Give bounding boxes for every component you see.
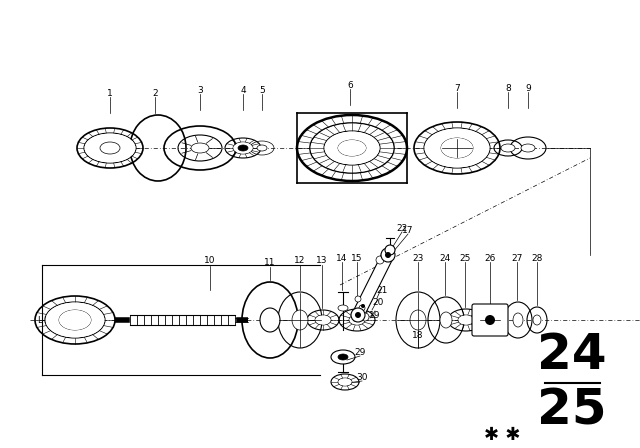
Ellipse shape <box>59 310 91 330</box>
Ellipse shape <box>458 315 474 324</box>
Ellipse shape <box>521 144 535 152</box>
Circle shape <box>355 296 361 302</box>
Circle shape <box>376 256 384 264</box>
Text: 9: 9 <box>525 83 531 92</box>
Circle shape <box>355 312 361 318</box>
Text: 8: 8 <box>505 83 511 92</box>
Text: 3: 3 <box>197 86 203 95</box>
Text: 28: 28 <box>531 254 543 263</box>
Text: 30: 30 <box>356 372 368 382</box>
Ellipse shape <box>45 302 104 337</box>
Text: 27: 27 <box>511 254 523 263</box>
Ellipse shape <box>501 144 515 152</box>
Text: 14: 14 <box>336 254 348 263</box>
Ellipse shape <box>338 354 348 360</box>
Text: 1: 1 <box>107 89 113 98</box>
Circle shape <box>485 315 495 325</box>
Ellipse shape <box>234 142 253 154</box>
Ellipse shape <box>292 310 308 330</box>
Text: 24: 24 <box>537 331 607 379</box>
Circle shape <box>385 252 391 258</box>
Text: ✱ ✱: ✱ ✱ <box>484 426 520 444</box>
Circle shape <box>381 248 395 262</box>
Text: 25: 25 <box>460 254 470 263</box>
Ellipse shape <box>424 129 490 168</box>
Text: 26: 26 <box>484 254 496 263</box>
Text: 2: 2 <box>152 89 158 98</box>
Text: 29: 29 <box>355 348 365 357</box>
Text: 20: 20 <box>372 297 384 306</box>
Polygon shape <box>353 252 394 318</box>
Text: 5: 5 <box>259 86 265 95</box>
Ellipse shape <box>260 308 280 332</box>
Text: 21: 21 <box>376 285 388 294</box>
Circle shape <box>361 313 369 321</box>
Text: 19: 19 <box>369 310 381 319</box>
Circle shape <box>351 308 365 322</box>
Ellipse shape <box>339 379 351 385</box>
Text: 11: 11 <box>264 258 276 267</box>
Ellipse shape <box>238 145 248 151</box>
Ellipse shape <box>324 132 380 164</box>
Text: 12: 12 <box>294 255 306 264</box>
Text: L—: L— <box>43 315 57 324</box>
Ellipse shape <box>191 143 209 153</box>
Circle shape <box>359 305 365 311</box>
Text: 15: 15 <box>351 254 363 263</box>
Text: 24: 24 <box>440 254 451 263</box>
Text: 23: 23 <box>412 254 424 263</box>
Circle shape <box>361 304 365 308</box>
Circle shape <box>385 245 395 255</box>
Text: 4: 4 <box>240 86 246 95</box>
Text: L—: L— <box>37 315 50 324</box>
Ellipse shape <box>513 313 523 327</box>
Ellipse shape <box>410 310 426 330</box>
Text: 7: 7 <box>454 83 460 92</box>
Ellipse shape <box>310 124 394 172</box>
Text: 17: 17 <box>403 225 413 234</box>
Ellipse shape <box>338 305 348 311</box>
Ellipse shape <box>533 315 541 325</box>
Ellipse shape <box>440 312 452 328</box>
Text: 6: 6 <box>347 81 353 90</box>
Text: 18: 18 <box>412 331 424 340</box>
Ellipse shape <box>316 315 330 324</box>
Ellipse shape <box>353 318 361 322</box>
Ellipse shape <box>338 140 366 156</box>
Ellipse shape <box>349 315 365 324</box>
Ellipse shape <box>441 138 473 158</box>
FancyBboxPatch shape <box>472 304 508 336</box>
Ellipse shape <box>257 145 267 151</box>
Text: 22: 22 <box>396 224 408 233</box>
Ellipse shape <box>84 134 136 163</box>
Text: 25: 25 <box>537 386 607 434</box>
Text: 13: 13 <box>316 255 328 264</box>
Text: 10: 10 <box>204 255 216 264</box>
